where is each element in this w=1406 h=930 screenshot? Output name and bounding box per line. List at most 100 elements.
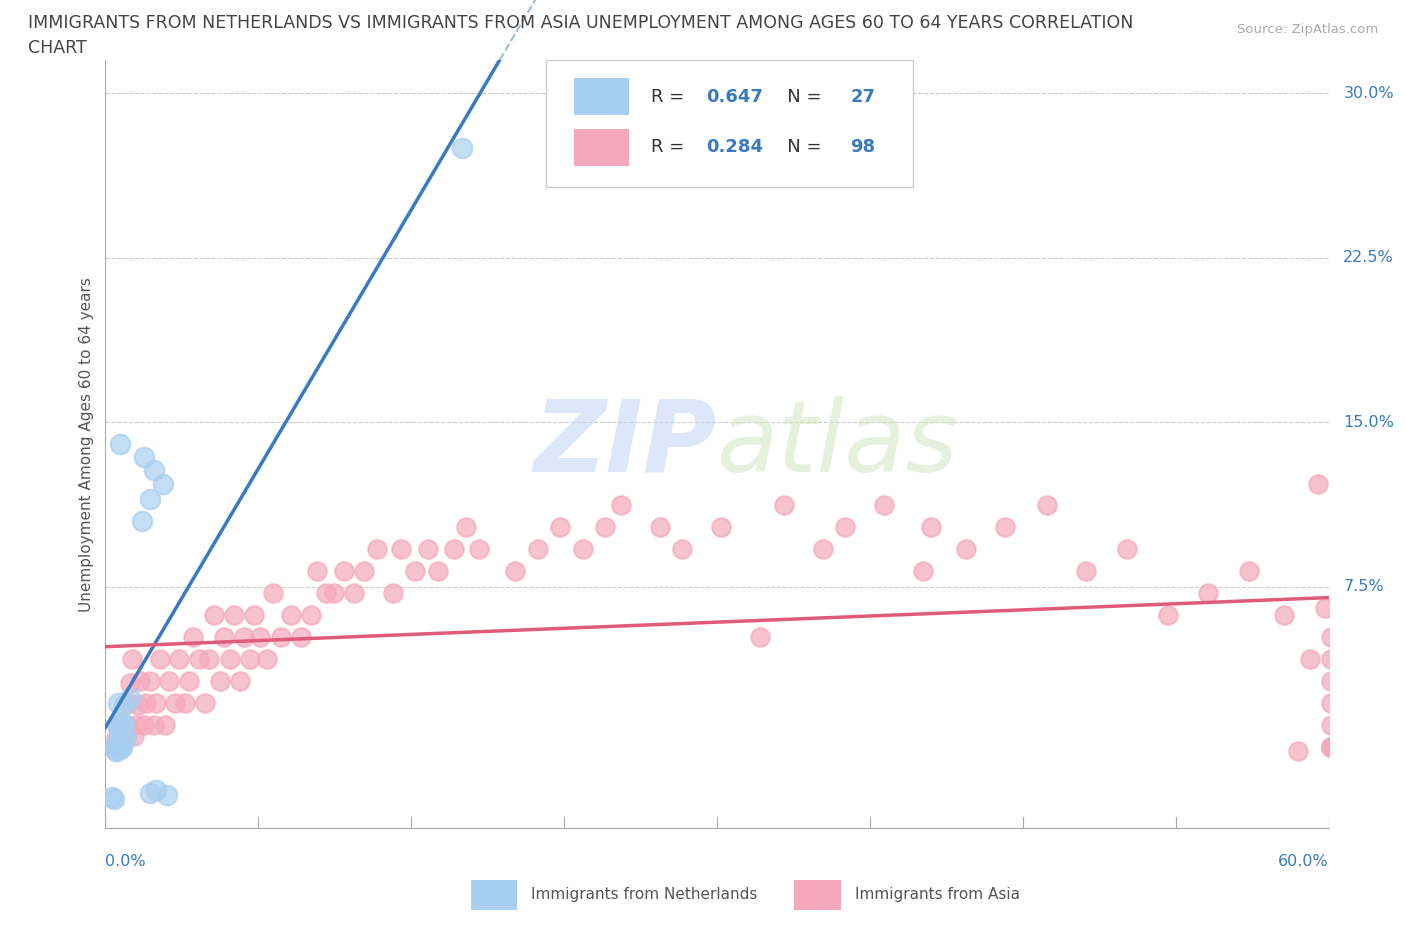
Point xyxy=(122,728,145,743)
Text: 30.0%: 30.0% xyxy=(1343,86,1393,100)
Point xyxy=(107,717,129,732)
Point xyxy=(103,791,125,806)
Point xyxy=(443,542,465,557)
Point xyxy=(366,542,388,557)
Point xyxy=(280,607,302,622)
Point xyxy=(1286,744,1309,759)
Point xyxy=(1115,542,1137,557)
Point xyxy=(1319,673,1341,688)
Point xyxy=(104,744,127,759)
Text: 7.5%: 7.5% xyxy=(1343,579,1384,594)
Point xyxy=(1319,717,1341,732)
Point xyxy=(107,720,129,735)
Point xyxy=(111,739,134,754)
Text: R =: R = xyxy=(651,87,690,105)
Point xyxy=(593,520,616,535)
Point xyxy=(548,520,571,535)
Point xyxy=(1319,739,1341,754)
Point xyxy=(104,730,127,745)
Point xyxy=(333,564,356,578)
Text: ZIP: ZIP xyxy=(534,395,717,493)
Point xyxy=(1308,476,1330,491)
Text: N =: N = xyxy=(769,87,827,105)
Point xyxy=(174,696,197,711)
Point xyxy=(135,696,157,711)
Point xyxy=(1319,651,1341,666)
Point xyxy=(112,698,135,712)
Point xyxy=(773,498,796,513)
Point xyxy=(1272,607,1295,622)
Point xyxy=(911,564,934,578)
Point xyxy=(381,586,404,601)
Point xyxy=(100,790,122,804)
Text: 27: 27 xyxy=(851,87,876,105)
Point xyxy=(111,739,134,754)
Point xyxy=(571,542,593,557)
Point xyxy=(315,586,337,601)
Point xyxy=(112,717,135,732)
Point xyxy=(118,675,141,690)
Text: 0.0%: 0.0% xyxy=(105,854,146,869)
Point xyxy=(343,586,366,601)
Point xyxy=(526,542,548,557)
FancyBboxPatch shape xyxy=(574,78,628,115)
Point xyxy=(456,520,478,535)
Point xyxy=(993,520,1015,535)
Point xyxy=(256,651,278,666)
Point xyxy=(111,715,134,730)
Point xyxy=(249,630,271,644)
Point xyxy=(125,717,148,732)
Point xyxy=(111,730,134,745)
Point xyxy=(229,673,252,688)
Point xyxy=(710,520,733,535)
Point xyxy=(157,673,180,688)
FancyBboxPatch shape xyxy=(546,60,912,187)
Point xyxy=(149,651,172,666)
Point xyxy=(121,651,143,666)
Point xyxy=(243,607,266,622)
Point xyxy=(145,696,167,711)
Point xyxy=(920,520,942,535)
Point xyxy=(218,651,240,666)
Text: 15.0%: 15.0% xyxy=(1343,415,1395,430)
Point xyxy=(811,542,834,557)
Point xyxy=(134,450,156,465)
Point xyxy=(1319,739,1341,754)
Point xyxy=(270,630,292,644)
Point xyxy=(1299,651,1322,666)
Point xyxy=(181,630,204,644)
Point xyxy=(129,673,152,688)
Point xyxy=(198,651,221,666)
Point xyxy=(467,542,489,557)
Point xyxy=(107,720,129,735)
Point xyxy=(1319,696,1341,711)
Point xyxy=(139,491,162,506)
Text: CHART: CHART xyxy=(28,39,87,57)
Point xyxy=(955,542,977,557)
Point xyxy=(1237,564,1260,578)
Point xyxy=(103,739,125,754)
Point xyxy=(1197,586,1219,601)
Point xyxy=(262,586,284,601)
Text: 0.647: 0.647 xyxy=(706,87,763,105)
Point xyxy=(873,498,896,513)
Y-axis label: Unemployment Among Ages 60 to 64 years: Unemployment Among Ages 60 to 64 years xyxy=(79,276,94,612)
Point xyxy=(451,140,474,155)
Point xyxy=(118,691,141,706)
Point xyxy=(648,520,671,535)
Text: 60.0%: 60.0% xyxy=(1278,854,1329,869)
Point xyxy=(426,564,449,578)
Point xyxy=(202,607,225,622)
Text: Immigrants from Asia: Immigrants from Asia xyxy=(855,887,1019,902)
Text: 0.284: 0.284 xyxy=(706,139,763,156)
Point xyxy=(322,586,344,601)
Point xyxy=(299,607,322,622)
Point xyxy=(233,630,256,644)
Point xyxy=(107,696,129,711)
FancyBboxPatch shape xyxy=(574,128,628,166)
Point xyxy=(1074,564,1097,578)
Point xyxy=(194,696,217,711)
Point xyxy=(1319,739,1341,754)
Text: 22.5%: 22.5% xyxy=(1343,250,1395,265)
Point xyxy=(188,651,211,666)
